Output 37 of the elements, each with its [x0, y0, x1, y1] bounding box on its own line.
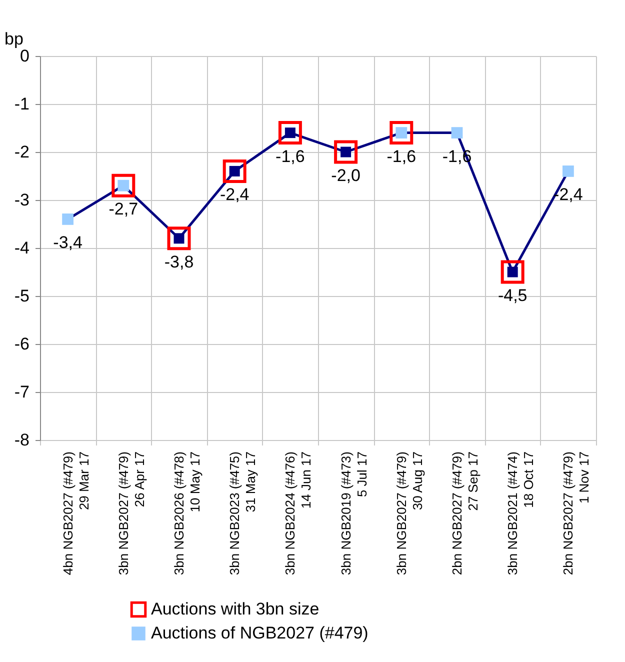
x-tick-label: 3bn NGB2024 (#476) 14 Jun 17 [282, 452, 314, 576]
y-tick-label: -5 [14, 286, 30, 306]
y-tick-label: -1 [14, 94, 30, 114]
y-tick-label: -4 [14, 238, 30, 258]
x-tick-label: 3bn NGB2027 (#479) 30 Aug 17 [394, 452, 425, 576]
y-tick-label: -2 [14, 142, 30, 162]
x-tick-label: 2bn NGB2027 (#479) 1 Nov 17 [560, 452, 592, 576]
data-label: -4,5 [498, 286, 528, 305]
data-label: -2,4 [220, 185, 250, 204]
y-axis-title: bp [4, 30, 24, 48]
point [112, 174, 136, 198]
data-label: -1,6 [276, 146, 305, 166]
data-label: -3,4 [53, 233, 82, 252]
x-tick-label: 3bn NGB2023 (#475) 31 May 17 [227, 452, 258, 576]
x-tick-label: 3bn NGB2019 (#473) 5 Jul 17 [338, 452, 370, 576]
point [334, 140, 358, 164]
y-tick-label: -7 [14, 382, 30, 402]
y-tick-label: -8 [14, 430, 30, 450]
point [167, 226, 191, 250]
x-tick-label: 3bn NGB2021 (#474) 18 Oct 17 [505, 452, 536, 576]
y-tick-label: 0 [20, 46, 30, 66]
data-label: -3,8 [164, 252, 194, 272]
data-label: -1,6 [386, 146, 416, 166]
data-label: -2,0 [331, 166, 360, 185]
x-tick-label: 2bn NGB2027 (#479) 27 Sep 17 [450, 452, 480, 576]
point [500, 260, 524, 284]
y-tick-label: -3 [14, 190, 30, 210]
x-tick-label: 3bn NGB2027 (#479) 26 Apr 17 [116, 452, 147, 576]
point [278, 121, 302, 145]
y-tick-label: -6 [14, 334, 30, 354]
point [222, 159, 246, 183]
x-tick-label: 3bn NGB2026 (#478) 10 May 17 [172, 452, 202, 576]
point [390, 121, 414, 145]
legend-label: Auctions of NGB2027 (#479) [151, 624, 368, 642]
x-tick-label: 4bn NGB2027 (#479) 29 Mar 17 [60, 452, 92, 576]
legend-label: Auctions with 3bn size [151, 600, 320, 618]
data-label: -2,7 [108, 200, 138, 219]
